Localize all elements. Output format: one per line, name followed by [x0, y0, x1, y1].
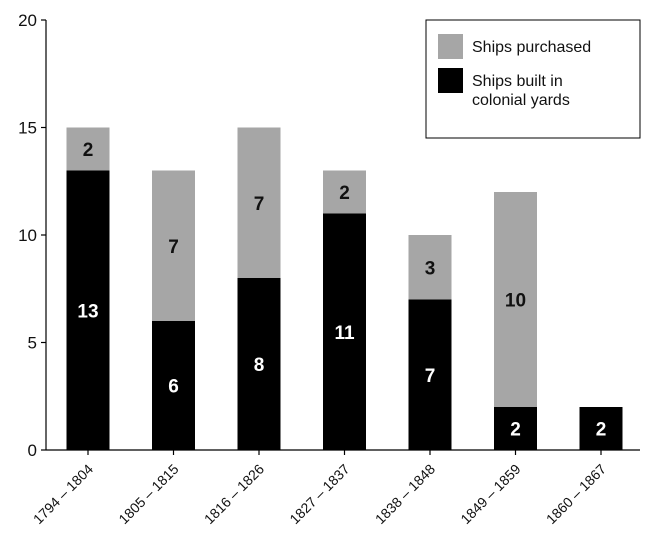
y-tick-label: 0	[28, 441, 37, 460]
y-tick-label: 20	[18, 11, 37, 30]
data-label: 13	[77, 301, 98, 322]
legend-swatch	[438, 68, 463, 93]
data-label: 2	[510, 420, 521, 441]
x-tick-label: 1860 – 1867	[543, 461, 610, 528]
data-label: 8	[254, 355, 265, 376]
bars: 13 2 6 7 8 7 11 2 7 3 2 10 2	[66, 127, 623, 450]
bar-segment	[237, 278, 281, 450]
bar-segment	[579, 407, 623, 450]
bar-segment	[66, 170, 110, 450]
bar-segment	[66, 127, 110, 171]
bar-segment	[494, 407, 537, 450]
legend-label: colonial yards	[472, 92, 570, 109]
bar-segment	[152, 321, 195, 450]
data-label: 2	[596, 420, 607, 441]
x-tick-label: 1827 – 1837	[286, 461, 353, 528]
legend-swatch	[438, 34, 463, 59]
x-tick-label: 1794 – 1804	[30, 461, 97, 528]
data-label: 11	[334, 323, 355, 344]
data-label: 2	[339, 183, 350, 204]
data-label: 10	[505, 291, 526, 312]
data-label: 3	[425, 258, 436, 279]
x-axis: 1794 – 1804 1805 – 1815 1816 – 1826 1827 – …	[30, 449, 640, 528]
y-tick-label: 15	[18, 119, 37, 138]
y-tick-label: 5	[28, 334, 37, 353]
bar-segment	[408, 299, 452, 450]
x-tick-label: 1849 – 1859	[457, 461, 524, 528]
legend: Ships purchased Ships built in colonial ya…	[425, 19, 641, 139]
y-axis: 0 5 10 15 20	[18, 11, 47, 460]
data-label: 2	[83, 140, 94, 161]
legend-label: Ships built in	[472, 73, 563, 90]
bar-segment	[323, 213, 366, 450]
data-label: 6	[168, 377, 179, 398]
bar-segment	[152, 170, 195, 321]
legend-label: Ships purchased	[472, 39, 591, 56]
data-label: 7	[168, 237, 179, 258]
bar-segment	[494, 192, 537, 407]
data-label: 7	[254, 194, 265, 215]
bar-segment	[323, 170, 366, 214]
bar-segment	[408, 235, 452, 300]
x-tick-label: 1816 – 1826	[201, 461, 268, 528]
x-tick-label: 1838 – 1848	[372, 461, 439, 528]
bar-segment	[237, 127, 281, 278]
data-label: 7	[425, 366, 436, 387]
x-tick-label: 1805 – 1815	[115, 461, 182, 528]
y-tick-label: 10	[18, 226, 37, 245]
